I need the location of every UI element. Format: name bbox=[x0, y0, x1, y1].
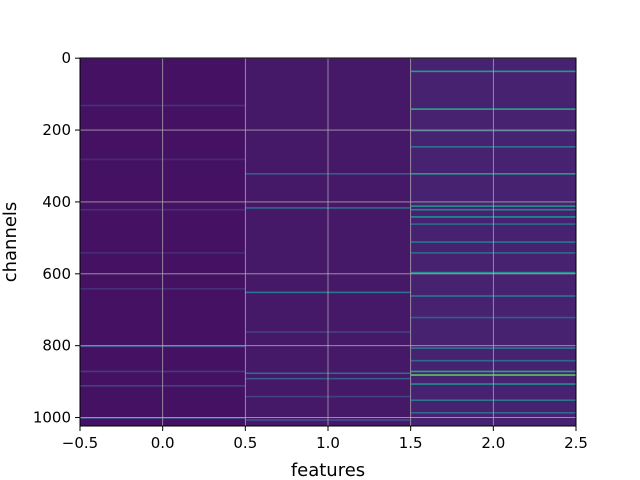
y-tick-label: 0 bbox=[61, 49, 71, 67]
x-tick-label: 1.0 bbox=[316, 434, 340, 452]
x-tick-label: 0.0 bbox=[151, 434, 175, 452]
y-axis-label: channels bbox=[0, 202, 21, 283]
y-axis-ticks: 0 200 400 600 800 1000 bbox=[33, 49, 80, 427]
y-tick-label: 1000 bbox=[33, 409, 71, 427]
x-tick-label: 1.5 bbox=[399, 434, 423, 452]
x-axis-label: features bbox=[291, 460, 365, 480]
x-tick-label: −0.5 bbox=[62, 434, 98, 452]
y-tick-label: 400 bbox=[42, 193, 71, 211]
y-tick-label: 800 bbox=[42, 337, 71, 355]
y-tick-label: 600 bbox=[42, 265, 71, 283]
x-tick-label: 2.0 bbox=[481, 434, 505, 452]
x-tick-label: 2.5 bbox=[564, 434, 588, 452]
x-axis-ticks: −0.5 0.0 0.5 1.0 1.5 2.0 2.5 bbox=[62, 426, 588, 452]
x-tick-label: 0.5 bbox=[233, 434, 257, 452]
y-tick-label: 200 bbox=[42, 121, 71, 139]
